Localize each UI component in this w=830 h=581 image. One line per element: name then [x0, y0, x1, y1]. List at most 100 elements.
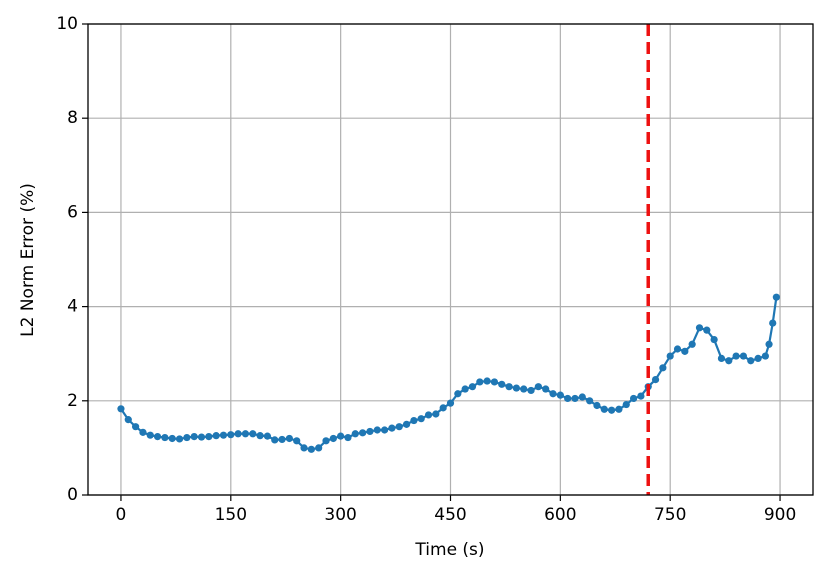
- data-point: [761, 352, 769, 360]
- data-point: [732, 352, 740, 360]
- data-point: [747, 357, 755, 365]
- data-point: [417, 415, 425, 423]
- x-axis-label: Time (s): [414, 540, 484, 560]
- data-point: [454, 390, 462, 398]
- data-point: [769, 319, 777, 327]
- data-point: [651, 376, 660, 384]
- data-point: [402, 420, 411, 428]
- data-point: [117, 405, 125, 413]
- data-point: [681, 347, 689, 355]
- data-point: [695, 324, 704, 332]
- x-tick-label: 450: [434, 505, 466, 525]
- data-point: [241, 430, 250, 438]
- data-point: [629, 394, 638, 403]
- data-point: [183, 433, 191, 442]
- data-point: [542, 385, 550, 393]
- data-point: [483, 377, 491, 385]
- data-point: [476, 378, 484, 386]
- data-point: [271, 436, 279, 444]
- data-point: [366, 427, 374, 436]
- y-tick-label: 10: [56, 14, 78, 34]
- data-point: [739, 352, 748, 360]
- data-point: [234, 430, 242, 438]
- data-point: [461, 385, 469, 393]
- data-point: [212, 432, 220, 440]
- data-point: [505, 383, 513, 391]
- data-point: [432, 410, 440, 418]
- data-point: [703, 326, 711, 334]
- data-point: [249, 430, 257, 438]
- data-point: [571, 394, 579, 403]
- data-point: [395, 423, 403, 431]
- data-point: [446, 399, 455, 407]
- data-point: [322, 437, 330, 445]
- data-point: [659, 364, 667, 372]
- data-point: [772, 293, 780, 301]
- data-point: [227, 431, 235, 439]
- data-point: [263, 432, 272, 440]
- data-point: [388, 424, 396, 432]
- data-point: [205, 432, 213, 441]
- data-point: [424, 411, 433, 419]
- data-point: [219, 431, 228, 439]
- data-point: [564, 394, 572, 403]
- data-point: [637, 392, 645, 400]
- data-point: [754, 354, 762, 363]
- data-point: [520, 385, 528, 393]
- x-tick-label: 900: [764, 505, 796, 525]
- data-point: [710, 335, 718, 344]
- data-point: [307, 445, 315, 453]
- data-point: [673, 345, 682, 353]
- data-point: [373, 426, 381, 434]
- data-point: [278, 435, 286, 444]
- data-point: [468, 383, 477, 391]
- data-point: [329, 434, 337, 443]
- data-point: [351, 430, 359, 438]
- x-tick-label: 300: [324, 505, 356, 525]
- data-point: [132, 423, 140, 431]
- data-point: [410, 416, 418, 425]
- data-point: [615, 405, 623, 413]
- data-point: [197, 433, 206, 441]
- data-point: [337, 432, 345, 440]
- data-point: [175, 435, 184, 443]
- data-point: [600, 405, 608, 413]
- data-point: [666, 352, 674, 360]
- data-point: [256, 432, 264, 440]
- data-point: [359, 429, 367, 437]
- data-point: [498, 380, 506, 388]
- data-point: [168, 434, 176, 443]
- data-point: [578, 393, 586, 401]
- data-point: [534, 383, 542, 391]
- data-point: [765, 340, 773, 348]
- data-point: [622, 400, 630, 409]
- x-tick-label: 0: [116, 505, 127, 525]
- data-point: [512, 384, 521, 392]
- y-tick-label: 0: [67, 485, 78, 505]
- data-point: [293, 437, 301, 445]
- data-point: [490, 378, 499, 386]
- plot-frame: [87, 23, 814, 496]
- data-point: [161, 433, 169, 442]
- x-tick-label: 150: [215, 505, 247, 525]
- y-tick-label: 4: [67, 297, 78, 317]
- data-point: [549, 390, 557, 398]
- y-tick-label: 8: [67, 108, 78, 128]
- data-point: [593, 401, 601, 410]
- data-line: [120, 297, 778, 451]
- y-axis-label: L2 Norm Error (%): [18, 183, 38, 337]
- data-point: [153, 432, 162, 441]
- data-point: [344, 433, 352, 442]
- x-tick-label: 600: [544, 505, 576, 525]
- y-tick-label: 2: [67, 391, 78, 411]
- data-point: [608, 406, 616, 414]
- data-point: [315, 444, 323, 452]
- data-point: [300, 444, 308, 452]
- data-point: [124, 416, 132, 424]
- data-point: [688, 340, 696, 348]
- data-point: [139, 428, 147, 436]
- data-point: [380, 426, 389, 434]
- data-point: [439, 404, 447, 412]
